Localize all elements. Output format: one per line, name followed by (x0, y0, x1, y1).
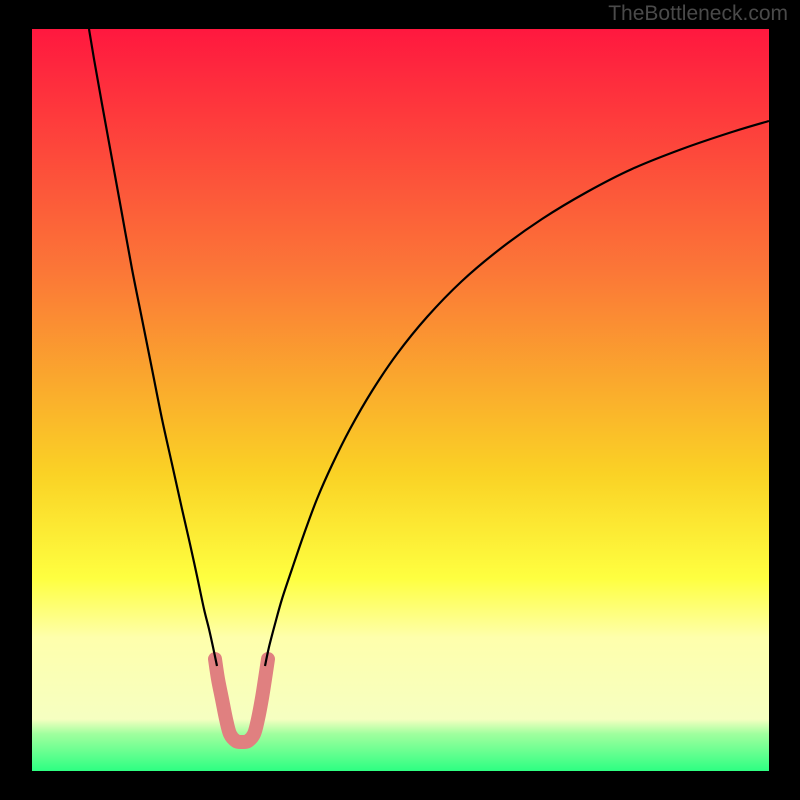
left-curve (89, 29, 217, 666)
plot-svg (0, 0, 800, 800)
watermark-text: TheBottleneck.com (608, 2, 788, 26)
right-curve (265, 121, 769, 666)
bottom-u-curve (215, 659, 268, 742)
